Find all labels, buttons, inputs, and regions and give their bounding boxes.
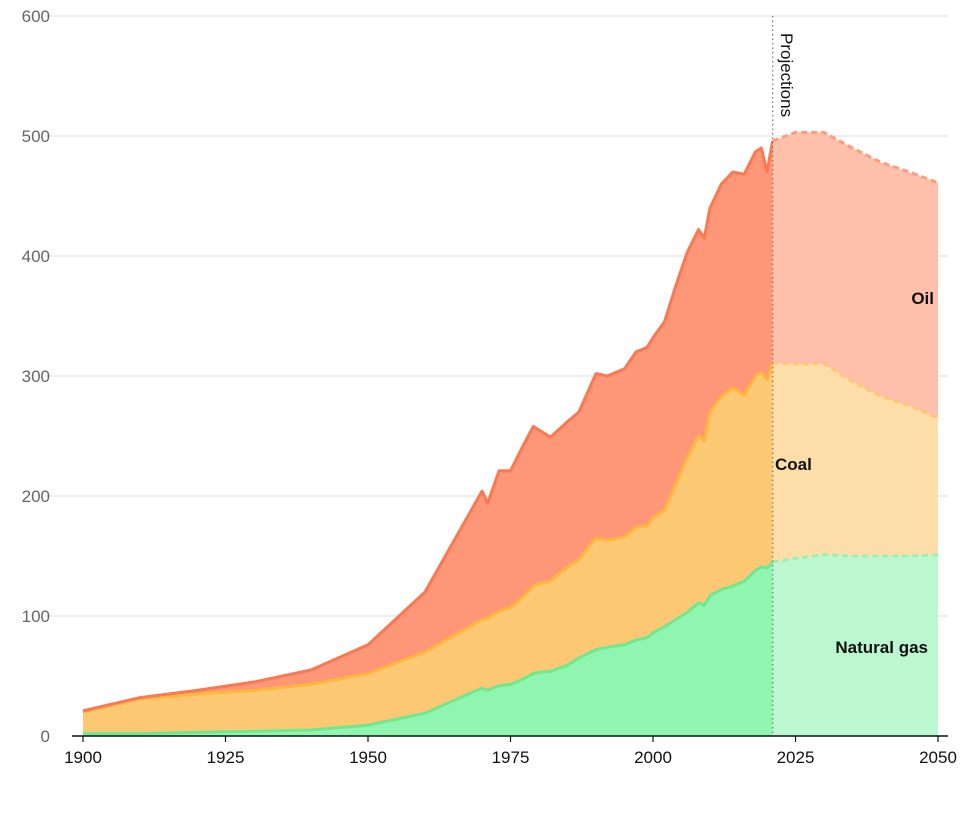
projected-line-coal bbox=[772, 361, 939, 420]
line-natural-gas bbox=[83, 560, 774, 736]
y-tick-label: 0 bbox=[41, 727, 50, 746]
projected-line-natural-gas bbox=[772, 553, 939, 564]
x-tick-label: 2025 bbox=[777, 748, 815, 767]
x-tick-label: 2000 bbox=[634, 748, 672, 767]
y-tick-label: 200 bbox=[22, 487, 50, 506]
y-tick-label: 400 bbox=[22, 247, 50, 266]
areas bbox=[82, 130, 939, 736]
line-oil bbox=[82, 140, 775, 713]
projected-line-oil bbox=[772, 130, 939, 185]
x-tick-label: 1925 bbox=[207, 748, 245, 767]
x-tick-label: 2050 bbox=[919, 748, 957, 767]
x-tick-label: 1900 bbox=[64, 748, 102, 767]
y-tick-label: 500 bbox=[22, 127, 50, 146]
area-natural-gas bbox=[83, 562, 773, 736]
projected-area-oil bbox=[772, 132, 938, 418]
y-tick-label: 100 bbox=[22, 607, 50, 626]
projected-area-coal bbox=[772, 362, 938, 562]
projections-label: Projections bbox=[777, 33, 796, 117]
y-tick-label: 300 bbox=[22, 367, 50, 386]
line-coal bbox=[82, 362, 775, 714]
y-tick-label: 600 bbox=[22, 7, 50, 26]
area-coal bbox=[83, 362, 773, 734]
label-natural-gas: Natural gas bbox=[835, 638, 928, 657]
label-oil: Oil bbox=[911, 289, 934, 308]
x-tick-label: 1950 bbox=[349, 748, 387, 767]
axes: 0 100 200 300 400 500 600 1900 1925 1950 1975 2000 2… bbox=[22, 7, 957, 767]
x-tick-label: 1975 bbox=[492, 748, 530, 767]
label-coal: Coal bbox=[775, 455, 812, 474]
projected-area-natural-gas bbox=[772, 554, 938, 736]
area-oil bbox=[83, 140, 773, 713]
